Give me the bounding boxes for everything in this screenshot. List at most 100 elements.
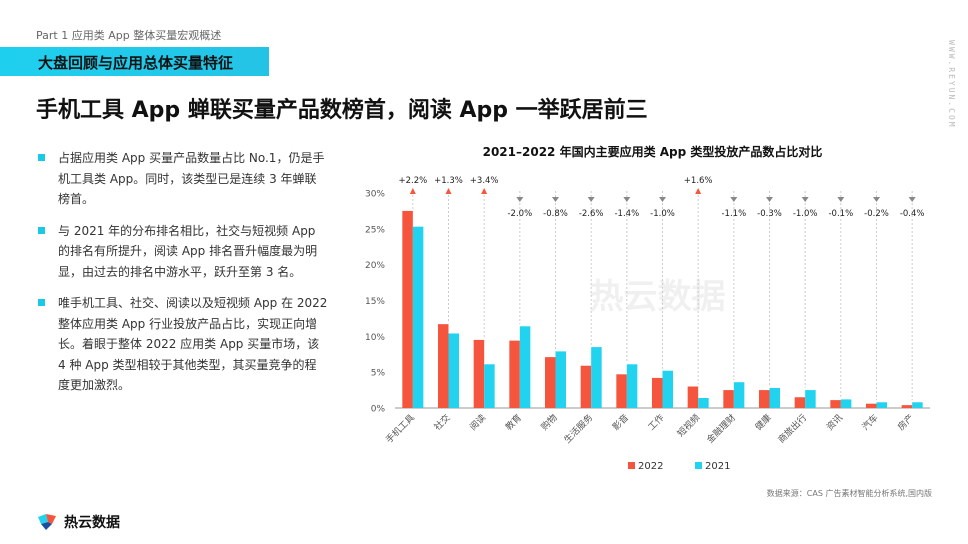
change-label: -0.3% [757, 209, 782, 219]
legend-swatch-2021 [695, 462, 702, 469]
bullet-text: 唯手机工具、社交、阅读以及短视频 App 在 2022 整体应用类 App 行业… [58, 296, 328, 392]
x-tick-label: 影音 [610, 412, 631, 433]
y-tick-label: 15% [365, 297, 385, 307]
change-label: -2.6% [579, 209, 604, 219]
bar-2022 [580, 365, 592, 408]
page-headline: 手机工具 App 蝉联买量产品数榜首，阅读 App 一举跃居前三 [36, 98, 648, 123]
bar-2021 [876, 402, 887, 408]
x-tick-label: 社交 [431, 412, 452, 433]
change-down-icon [587, 197, 595, 202]
x-tick-label: 手机工具 [383, 412, 417, 446]
bar-2021 [484, 364, 495, 408]
y-tick-label: 5% [371, 369, 386, 379]
change-label: +3.4% [470, 176, 499, 186]
chart-title: 2021–2022 年国内主要应用类 App 类型投放产品数占比对比 [483, 144, 823, 159]
change-label: -2.0% [507, 209, 532, 219]
change-up-icon [409, 188, 416, 194]
bar-2021 [769, 387, 780, 408]
x-tick-label: 教育 [503, 412, 524, 433]
bar-2021 [805, 390, 816, 408]
x-tick-label: 商旅出行 [775, 412, 809, 446]
bullet-square-icon [38, 299, 45, 306]
x-tick-label: 金融理财 [704, 412, 738, 446]
bar-2022 [794, 397, 806, 408]
bar-2021 [662, 370, 673, 408]
x-tick-label: 健康 [752, 412, 773, 433]
bar-2022 [866, 403, 877, 408]
change-label: -1.0% [793, 209, 818, 219]
logo-text: 热云数据 [64, 515, 120, 531]
change-down-icon [873, 197, 880, 202]
change-down-icon [837, 197, 845, 202]
bullet-list: 占据应用类 App 买量产品数量占比 No.1，仍是手机工具类 App。同时，该… [38, 148, 328, 407]
y-tick-label: 10% [365, 333, 385, 343]
part-label: Part 1 应用类 App 整体买量宏观概述 [36, 29, 222, 42]
bar-2021 [912, 402, 923, 408]
x-tick-label: 房产 [895, 412, 916, 433]
change-label: +1.3% [434, 176, 463, 186]
bullet-item: 与 2021 年的分布排名相比，社交与短视频 App 的排名有所提升，阅读 Ap… [38, 221, 328, 283]
bar-2022 [687, 386, 699, 408]
brand-logo: 热云数据 [38, 512, 120, 532]
bar-2021 [448, 333, 459, 408]
chart-watermark: 热云数据 [590, 277, 726, 317]
change-down-icon [908, 197, 916, 202]
y-tick-label: 20% [365, 261, 385, 271]
bar-2022 [901, 405, 913, 408]
bullet-square-icon [38, 154, 45, 161]
change-label: -0.2% [864, 209, 889, 219]
vertical-url: WWW.REYUN.COM [947, 40, 956, 129]
bar-2022 [652, 377, 663, 408]
x-tick-label: 购物 [538, 412, 559, 433]
bar-2022 [438, 324, 449, 408]
change-down-icon [516, 197, 524, 202]
change-down-icon [801, 197, 809, 202]
y-tick-label: 30% [365, 190, 385, 200]
bar-2021 [733, 382, 745, 408]
bar-2021 [840, 399, 852, 408]
reyun-logo-icon [38, 514, 56, 530]
bar-2022 [473, 339, 485, 408]
change-up-icon [481, 188, 488, 194]
change-label: -1.1% [721, 209, 746, 219]
section-banner: 大盘回顾与应用总体买量特征 [0, 47, 269, 76]
change-label: -1.4% [614, 209, 639, 219]
x-tick-label: 工作 [645, 412, 666, 433]
data-source-note: 数据来源：CAS 广告素材智能分析系统,国内版 [766, 489, 932, 498]
legend-label: 2022 [638, 461, 663, 472]
bar-2022 [616, 374, 627, 408]
change-up-icon [695, 188, 702, 194]
x-tick-label: 汽车 [859, 412, 880, 433]
bullet-text: 占据应用类 App 买量产品数量占比 No.1，仍是手机工具类 App。同时，该… [58, 151, 325, 206]
bar-2022 [545, 357, 556, 408]
change-up-icon [445, 188, 452, 194]
bar-2022 [509, 340, 520, 408]
change-label: -0.1% [828, 209, 853, 219]
x-tick-label: 短视频 [675, 412, 703, 440]
y-tick-label: 0% [371, 405, 386, 415]
change-label: -1.0% [650, 209, 675, 219]
bar-2021 [412, 226, 424, 408]
bar-2021 [591, 347, 602, 408]
change-label: -0.4% [900, 209, 925, 219]
change-down-icon [659, 197, 666, 202]
change-down-icon [730, 197, 738, 202]
bar-2021 [555, 351, 566, 408]
bar-2021 [698, 397, 709, 408]
x-tick-label: 阅读 [467, 412, 488, 433]
y-tick-label: 25% [365, 225, 385, 235]
section-title: 大盘回顾与应用总体买量特征 [38, 54, 234, 72]
bar-2022 [759, 390, 770, 408]
x-tick-label: 生活服务 [561, 412, 595, 446]
bullet-item: 占据应用类 App 买量产品数量占比 No.1，仍是手机工具类 App。同时，该… [38, 148, 328, 210]
legend-swatch-2022 [628, 462, 635, 469]
bar-2021 [519, 326, 531, 408]
legend-label: 2021 [705, 461, 730, 472]
bullet-square-icon [38, 226, 45, 234]
change-down-icon [552, 197, 559, 202]
bullet-text: 与 2021 年的分布排名相比，社交与短视频 App 的排名有所提升，阅读 Ap… [58, 223, 318, 279]
change-label: +2.2% [398, 176, 427, 186]
bar-2022 [723, 390, 734, 408]
bar-2022 [830, 400, 841, 408]
